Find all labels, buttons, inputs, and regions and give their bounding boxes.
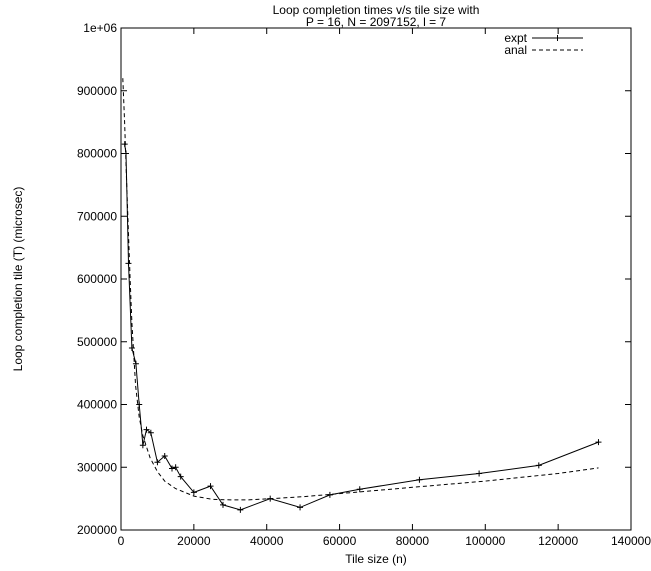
x-tick-label: 60000	[323, 534, 357, 548]
data-point-expt	[128, 345, 135, 352]
x-tick-label: 20000	[177, 534, 211, 548]
legend-label-anal: anal	[504, 43, 527, 57]
y-tick-label: 200000	[77, 523, 117, 537]
plot-frame	[120, 27, 632, 531]
x-tick-label: 100000	[465, 534, 505, 548]
data-point-expt	[190, 489, 197, 496]
x-axis-title: Tile size (n)	[345, 552, 407, 566]
series-layer	[121, 78, 602, 513]
data-point-expt	[177, 473, 184, 480]
data-point-expt	[139, 442, 146, 449]
data-point-expt	[535, 462, 542, 469]
x-tick-label: 120000	[538, 534, 578, 548]
x-axis: 0 20000 40000 60000 80000 100000 120000 140000	[118, 28, 651, 548]
y-tick-label: 800000	[77, 147, 117, 161]
y-tick-label: 400000	[77, 398, 117, 412]
data-point-expt	[136, 401, 143, 408]
series-line-expt	[124, 144, 599, 511]
data-point-expt	[125, 260, 132, 267]
chart-title-line-1: Loop completion times v/s tile size with	[273, 3, 480, 17]
y-tick-label: 600000	[77, 272, 117, 286]
x-tick-label: 0	[118, 534, 125, 548]
data-point-expt	[169, 465, 175, 472]
y-tick-label: 1e+06	[83, 21, 117, 35]
legend-marker-expt	[554, 35, 561, 41]
legend: expt anal	[504, 31, 583, 57]
y-tick-label: 900000	[77, 84, 117, 98]
x-tick-label: 140000	[611, 534, 651, 548]
chart-title-line-2: P = 16, N = 2097152, l = 7	[306, 15, 447, 29]
legend-label-expt: expt	[504, 31, 527, 45]
data-point-expt	[356, 486, 363, 493]
data-point-expt	[297, 504, 304, 511]
y-axis: 200000 300000 400000 500000 600000 700000 8000…	[77, 21, 631, 537]
series-line-anal	[122, 78, 599, 501]
y-tick-label: 700000	[77, 209, 117, 223]
data-point-expt	[154, 459, 161, 466]
data-point-expt	[476, 470, 483, 477]
data-point-expt	[416, 476, 423, 483]
data-point-expt	[220, 501, 226, 508]
data-point-expt	[121, 141, 128, 148]
y-tick-label: 500000	[77, 335, 117, 349]
x-tick-label: 40000	[250, 534, 284, 548]
data-point-expt	[161, 452, 168, 459]
data-point-expt	[237, 506, 244, 513]
data-point-expt	[207, 483, 214, 490]
data-point-expt	[132, 360, 139, 367]
x-tick-label: 80000	[396, 534, 430, 548]
y-tick-label: 300000	[77, 460, 117, 474]
data-point-expt	[147, 429, 154, 436]
data-point-expt	[143, 426, 150, 433]
data-point-expt	[595, 439, 602, 446]
y-axis-title: Loop completion tile (T) (microsec)	[11, 187, 25, 372]
data-point-expt	[172, 464, 179, 471]
